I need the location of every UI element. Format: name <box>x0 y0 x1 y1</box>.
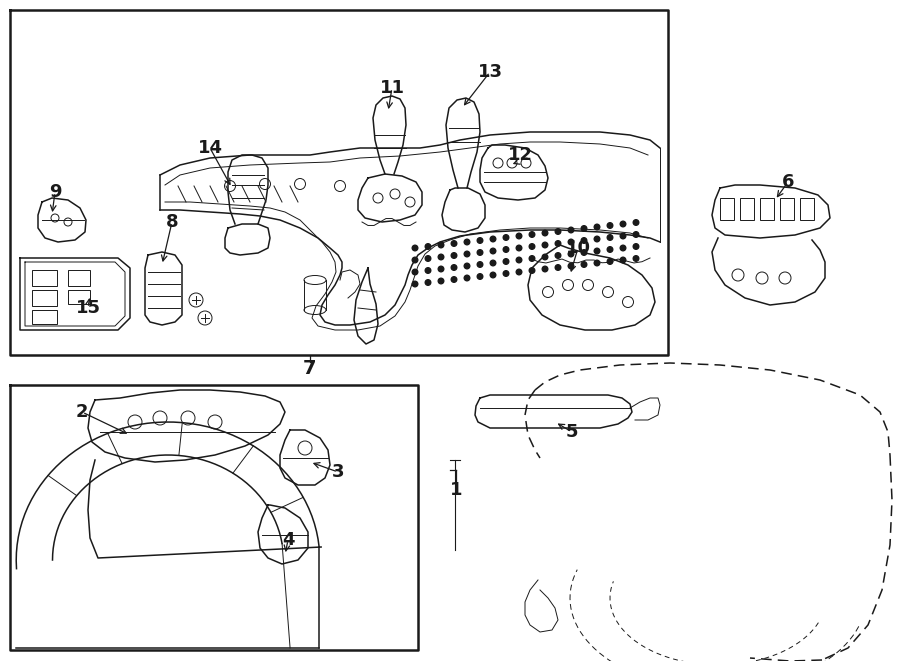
Circle shape <box>438 266 444 272</box>
Circle shape <box>555 264 561 270</box>
Circle shape <box>464 275 470 281</box>
Circle shape <box>620 245 625 251</box>
Circle shape <box>503 235 508 241</box>
Circle shape <box>517 233 522 239</box>
Bar <box>68 290 90 304</box>
Circle shape <box>529 268 535 273</box>
Circle shape <box>634 244 639 249</box>
Circle shape <box>412 245 418 251</box>
Circle shape <box>594 248 599 254</box>
Circle shape <box>634 256 639 261</box>
Circle shape <box>608 235 613 241</box>
Circle shape <box>491 248 496 254</box>
Circle shape <box>451 264 457 270</box>
Text: 12: 12 <box>508 146 533 164</box>
Circle shape <box>464 239 470 245</box>
Circle shape <box>503 271 508 276</box>
Circle shape <box>425 268 431 273</box>
Circle shape <box>517 257 522 263</box>
Text: 11: 11 <box>380 79 404 97</box>
Circle shape <box>517 245 522 251</box>
Text: 10: 10 <box>565 239 590 257</box>
Circle shape <box>620 257 625 263</box>
Bar <box>740 198 754 220</box>
Bar <box>780 198 794 220</box>
Circle shape <box>542 242 548 248</box>
Text: 7: 7 <box>303 358 317 377</box>
Circle shape <box>477 250 482 255</box>
Circle shape <box>517 269 522 275</box>
Circle shape <box>568 239 574 245</box>
Circle shape <box>542 266 548 272</box>
Circle shape <box>581 238 587 243</box>
Circle shape <box>581 225 587 231</box>
Circle shape <box>581 262 587 267</box>
Bar <box>720 198 734 220</box>
Circle shape <box>594 260 599 266</box>
Text: 13: 13 <box>478 63 502 81</box>
Circle shape <box>555 229 561 234</box>
Circle shape <box>451 253 457 258</box>
Circle shape <box>568 263 574 269</box>
Bar <box>800 198 814 220</box>
Circle shape <box>594 236 599 242</box>
Text: 8: 8 <box>166 213 178 231</box>
Circle shape <box>568 251 574 257</box>
Circle shape <box>634 219 639 225</box>
Circle shape <box>425 244 431 249</box>
Circle shape <box>491 260 496 266</box>
Circle shape <box>634 232 639 237</box>
Circle shape <box>620 233 625 239</box>
Text: 2: 2 <box>76 403 88 421</box>
Text: 6: 6 <box>782 173 794 191</box>
Circle shape <box>529 244 535 249</box>
Circle shape <box>620 221 625 227</box>
Circle shape <box>477 238 482 243</box>
Circle shape <box>542 230 548 236</box>
Circle shape <box>608 258 613 264</box>
Circle shape <box>412 281 418 287</box>
Circle shape <box>451 241 457 247</box>
Circle shape <box>477 262 482 267</box>
Circle shape <box>412 257 418 263</box>
Circle shape <box>529 256 535 261</box>
Text: 3: 3 <box>332 463 344 481</box>
Bar <box>68 270 90 286</box>
Circle shape <box>438 254 444 260</box>
Circle shape <box>608 247 613 253</box>
Circle shape <box>438 242 444 248</box>
Circle shape <box>503 258 508 264</box>
Circle shape <box>594 224 599 230</box>
Circle shape <box>555 253 561 258</box>
Circle shape <box>425 256 431 261</box>
Circle shape <box>464 263 470 269</box>
Circle shape <box>581 250 587 255</box>
Text: 1: 1 <box>450 481 463 499</box>
Circle shape <box>568 227 574 233</box>
Bar <box>760 198 774 220</box>
Circle shape <box>464 251 470 257</box>
Bar <box>32 310 57 324</box>
Circle shape <box>412 269 418 275</box>
Text: 15: 15 <box>76 299 101 317</box>
Text: 4: 4 <box>282 531 294 549</box>
Circle shape <box>555 241 561 247</box>
Circle shape <box>542 254 548 260</box>
Text: 14: 14 <box>197 139 222 157</box>
Circle shape <box>503 247 508 253</box>
Circle shape <box>438 278 444 284</box>
Circle shape <box>451 277 457 282</box>
Text: 9: 9 <box>49 183 61 201</box>
Text: 5: 5 <box>566 423 578 441</box>
Circle shape <box>425 280 431 286</box>
Circle shape <box>608 223 613 228</box>
Circle shape <box>477 274 482 280</box>
Circle shape <box>491 272 496 278</box>
Bar <box>32 270 57 286</box>
Circle shape <box>491 236 496 242</box>
Bar <box>32 290 57 306</box>
Circle shape <box>529 232 535 237</box>
